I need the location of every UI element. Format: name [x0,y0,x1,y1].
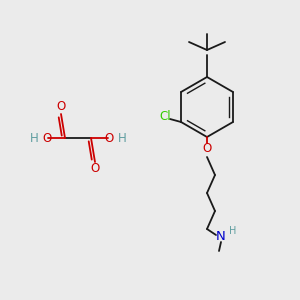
Text: O: O [90,163,100,176]
Text: Cl: Cl [159,110,171,122]
Text: O: O [56,100,66,113]
Text: H: H [30,131,38,145]
Text: O: O [104,131,114,145]
Text: O: O [42,131,52,145]
Text: O: O [202,142,211,155]
Text: N: N [216,230,226,244]
Text: H: H [118,131,126,145]
Text: H: H [229,226,237,236]
